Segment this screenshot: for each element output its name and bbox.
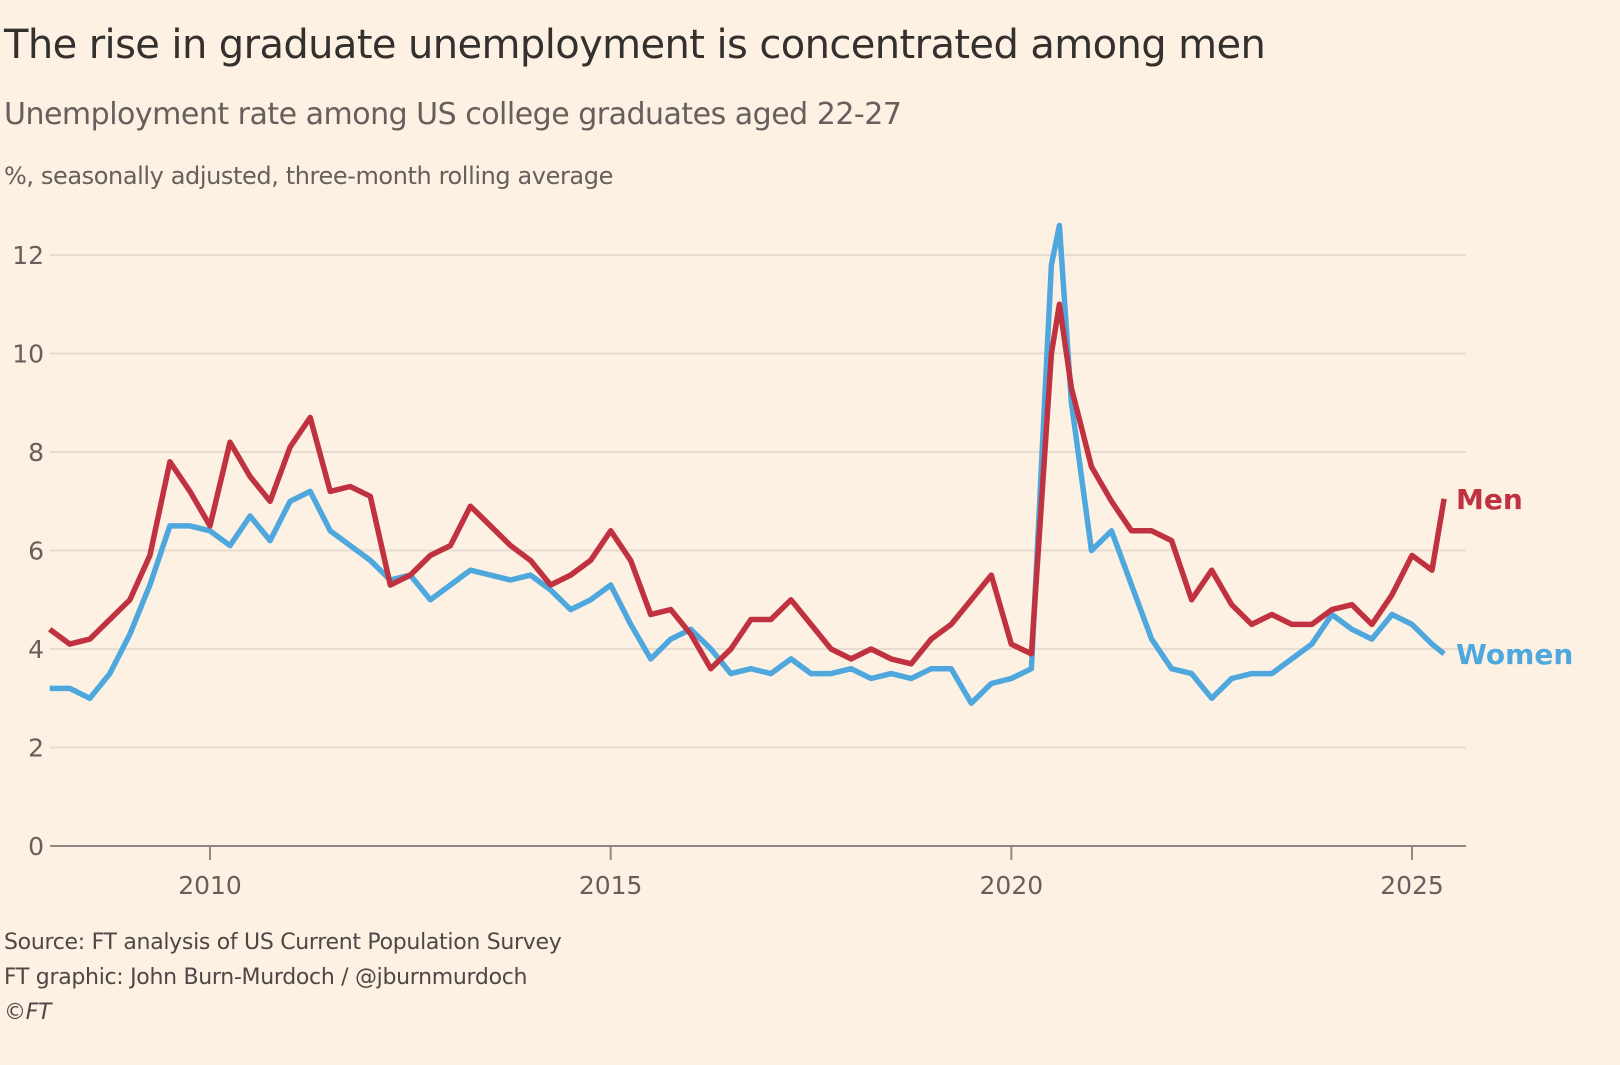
- x-tick-label: 2015: [579, 871, 643, 900]
- y-tick-label: 8: [28, 438, 44, 467]
- series-line-women: [49, 222, 1446, 706]
- chart-subtitle: Unemployment rate among US college gradu…: [4, 97, 902, 132]
- series-label-women: Women: [1456, 638, 1573, 671]
- chart-title: The rise in graduate unemployment is con…: [4, 22, 1266, 68]
- x-tick-label: 2025: [1380, 871, 1444, 900]
- x-tick-label: 2020: [980, 871, 1044, 900]
- source-note: Source: FT analysis of US Current Popula…: [4, 930, 562, 955]
- y-tick-label: 0: [28, 832, 44, 861]
- copyright-note: ©FT: [4, 1000, 52, 1025]
- y-tick-label: 4: [28, 635, 44, 664]
- series-label-men: Men: [1456, 483, 1523, 516]
- series-lines: [48, 222, 1447, 706]
- line-chart: 0 2 4 6 8 10 12 2010 2015 2020 2025 Women Men: [12, 222, 1573, 900]
- series-line-men: [48, 301, 1447, 672]
- gridlines: [50, 254, 1466, 749]
- credit-note: FT graphic: John Burn-Murdoch / @jburnmu…: [4, 965, 528, 990]
- units-note: %, seasonally adjusted, three-month roll…: [4, 162, 613, 190]
- x-axis: 2010 2015 2020 2025: [50, 845, 1466, 900]
- x-tick-label: 2010: [178, 871, 242, 900]
- y-tick-label: 6: [28, 537, 44, 566]
- y-axis-ticks: 0 2 4 6 8 10 12: [12, 241, 44, 861]
- series-labels: Women Men: [1456, 483, 1573, 671]
- y-tick-label: 12: [12, 241, 44, 270]
- y-tick-label: 2: [28, 734, 44, 763]
- y-tick-label: 10: [12, 340, 44, 369]
